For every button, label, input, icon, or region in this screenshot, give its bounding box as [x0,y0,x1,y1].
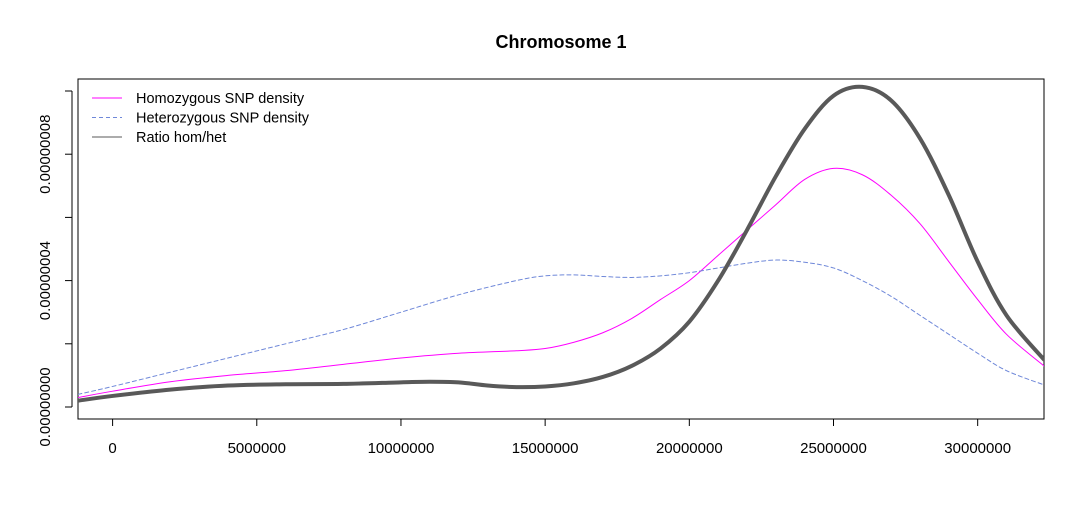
series-line-heterozygous-snp-density [78,259,1044,395]
y-axis: 0.00000000 0.00000004 0.00000008 [37,90,73,447]
x-tick-label: 20000000 [656,440,723,457]
y-tick-label: 0.00000004 [37,241,54,320]
series-line-homozygous-snp-density [78,167,1044,399]
plot-frame [77,78,1045,420]
x-tick-label: 10000000 [368,440,435,457]
x-tick-label: 25000000 [800,440,867,457]
legend-label: Homozygous SNP density [136,91,305,107]
legend-label: Ratio hom/het [136,130,226,146]
y-tick-label: 0.00000000 [37,367,54,446]
legend: Homozygous SNP density Heterozygous SNP d… [92,91,310,146]
x-tick-label: 15000000 [512,440,579,457]
legend-label: Heterozygous SNP density [136,111,310,127]
chart-title: Chromosome 1 [495,32,626,52]
x-tick-label: 0 [108,440,116,457]
x-tick-label: 30000000 [944,440,1011,457]
x-tick-label: 5000000 [228,440,286,457]
series-layer [78,84,1044,403]
y-tick-label: 0.00000008 [37,115,54,194]
x-axis: 0 5000000 10000000 15000000 20000000 25000000… [108,419,1011,457]
series-line-ratio-hom-het [78,84,1044,403]
